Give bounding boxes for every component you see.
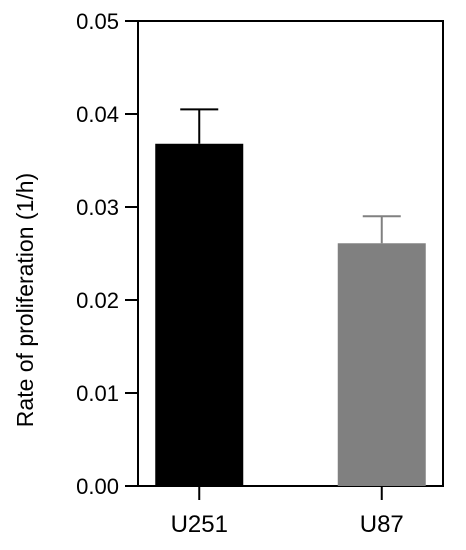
tick-labels: 0.00 0.01 0.02 0.03 0.04 0.05 U251 U87 <box>76 9 404 538</box>
bar-u251 <box>155 143 244 486</box>
bars <box>155 143 426 486</box>
y-axis-title: Rate of proliferation (1/h) <box>12 173 38 427</box>
plot-frame <box>137 20 444 487</box>
y-tick-label: 0.04 <box>76 102 119 127</box>
y-tick-label: 0.00 <box>76 474 119 499</box>
error-bars <box>180 108 401 244</box>
x-tick-label-u251: U251 <box>171 511 228 538</box>
y-tick-label: 0.02 <box>76 288 119 313</box>
y-tick-label: 0.03 <box>76 195 119 220</box>
axes <box>125 20 444 500</box>
y-tick-label: 0.01 <box>76 381 119 406</box>
y-tick-label: 0.05 <box>76 9 119 34</box>
bar-u87 <box>337 243 426 486</box>
x-tick-label-u87: U87 <box>360 511 404 538</box>
